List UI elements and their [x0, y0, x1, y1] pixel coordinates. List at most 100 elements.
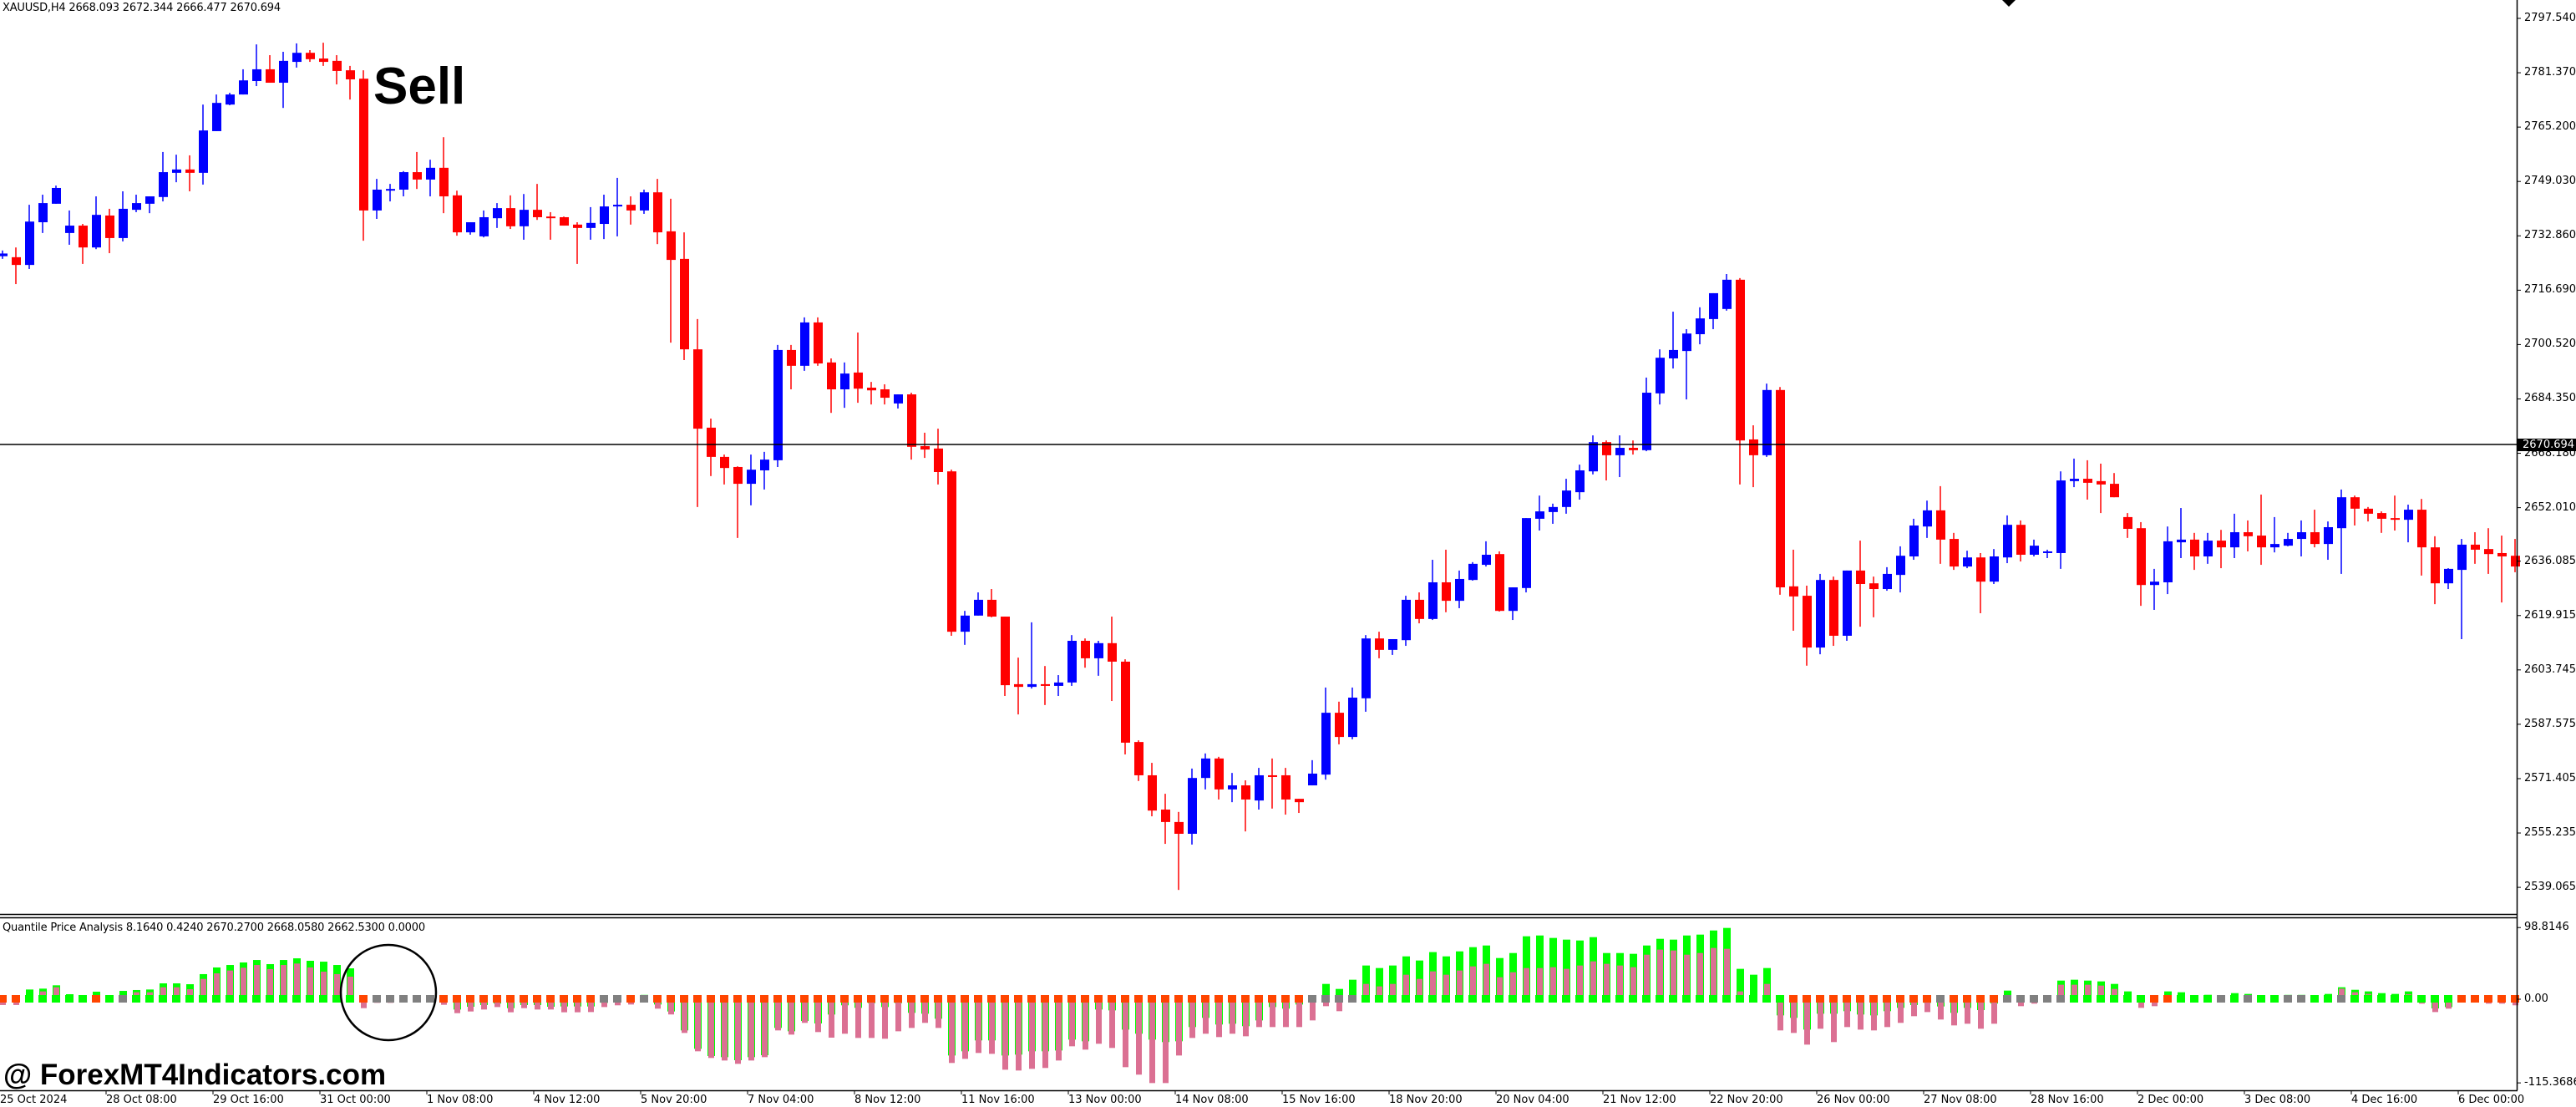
- time-axis-label: 5 Nov 20:00: [641, 1094, 707, 1106]
- candle: [1442, 549, 1451, 612]
- histogram-bar: [132, 989, 140, 1003]
- candle: [1776, 387, 1785, 595]
- candle: [346, 65, 355, 100]
- histogram-bar: [920, 995, 929, 1023]
- time-axis-label: 18 Nov 20:00: [1389, 1094, 1463, 1106]
- histogram-bar: [2471, 995, 2479, 1003]
- candle: [2137, 521, 2146, 607]
- candle: [306, 49, 315, 63]
- time-axis-label: 1 Nov 08:00: [427, 1094, 494, 1106]
- candle: [1428, 560, 1438, 621]
- histogram-bar: [1990, 995, 1998, 1024]
- candle: [1923, 500, 1932, 538]
- histogram-bar: [1656, 938, 1664, 1003]
- candle: [2457, 539, 2467, 639]
- histogram-bar: [119, 991, 127, 1003]
- candle: [292, 43, 302, 68]
- candle: [533, 184, 542, 221]
- candle: [894, 394, 903, 409]
- histogram-bar: [1108, 995, 1116, 1049]
- candle: [1455, 570, 1464, 608]
- time-axis-label: 7 Nov 04:00: [748, 1094, 814, 1106]
- histogram-bar: [1575, 940, 1584, 1003]
- candle: [2217, 530, 2226, 569]
- histogram-bar: [2310, 995, 2319, 1003]
- candle: [2471, 532, 2480, 564]
- histogram-bar: [172, 983, 180, 1003]
- candle: [880, 383, 890, 405]
- histogram-bar: [105, 995, 114, 1003]
- histogram-bar: [2497, 995, 2506, 1004]
- histogram-bar: [827, 995, 835, 1038]
- symbol-title: XAUUSD,H4 2668.093 2672.344 2666.477 267…: [3, 2, 281, 14]
- candle: [1001, 617, 1010, 696]
- time-axis-label: 20 Nov 04:00: [1496, 1094, 1569, 1106]
- histogram-bar: [2043, 995, 2051, 1003]
- candle: [1335, 701, 1344, 744]
- candle: [466, 222, 475, 235]
- histogram-bar: [1909, 995, 1918, 1017]
- candle: [479, 210, 489, 238]
- candle: [1909, 518, 1919, 561]
- time-axis-label: 31 Oct 00:00: [320, 1094, 391, 1106]
- candle: [1201, 753, 1210, 790]
- current-price-tag: 2670.694: [2518, 439, 2576, 451]
- candle: [867, 382, 876, 405]
- histogram-bar: [2377, 993, 2386, 1003]
- candle: [2417, 499, 2426, 576]
- histogram-bar: [1696, 934, 1704, 1003]
- histogram-bar: [1295, 995, 1303, 1028]
- price-axis-label: 2587.575: [2524, 717, 2576, 730]
- candle: [747, 454, 756, 505]
- histogram-bar: [773, 995, 782, 1031]
- candle: [773, 344, 783, 467]
- candle: [1883, 566, 1892, 592]
- histogram-bar: [92, 991, 100, 1003]
- candle: [814, 317, 823, 366]
- histogram-bar: [2217, 995, 2225, 1003]
- indicator-title: Quantile Price Analysis 8.1640 0.4240 26…: [3, 922, 425, 934]
- candle: [613, 177, 622, 236]
- candle: [2337, 489, 2346, 574]
- histogram-bar: [266, 963, 274, 1003]
- histogram-bar: [546, 995, 555, 1010]
- candle: [25, 205, 34, 269]
- histogram-bar: [1468, 947, 1477, 1003]
- candle: [119, 190, 128, 241]
- histogram-bar: [2083, 980, 2092, 1003]
- candle: [733, 466, 743, 538]
- candle: [1362, 635, 1371, 712]
- candle: [920, 432, 930, 459]
- candle: [1829, 576, 1838, 647]
- candle: [2257, 494, 2266, 566]
- candle: [1950, 532, 1959, 571]
- candle: [79, 224, 88, 264]
- histogram-bar: [1642, 945, 1651, 1003]
- time-axis-label: 14 Nov 08:00: [1175, 1094, 1249, 1106]
- histogram-bar: [1535, 935, 1544, 1003]
- histogram-bar: [560, 995, 568, 1013]
- candle: [426, 160, 435, 197]
- candle: [12, 247, 21, 285]
- chart-frame: [0, 0, 2518, 1092]
- candle: [720, 454, 729, 485]
- candle: [212, 94, 221, 131]
- candle: [2150, 568, 2159, 610]
- time-axis-label: 6 Dec 00:00: [2458, 1094, 2525, 1106]
- candle: [2070, 458, 2079, 488]
- histogram-bar: [2284, 994, 2292, 1003]
- candle: [413, 151, 422, 190]
- histogram-bar: [2110, 983, 2118, 1003]
- time-axis-label: 25 Oct 2024: [0, 1094, 68, 1106]
- indicator-panel[interactable]: [0, 927, 2519, 1084]
- histogram-bar: [1388, 965, 1397, 1003]
- price-panel[interactable]: [0, 43, 2520, 891]
- histogram-bar: [1148, 995, 1156, 1084]
- histogram-bar: [439, 995, 448, 1005]
- histogram-bar: [974, 995, 982, 1054]
- histogram-bar: [1001, 995, 1009, 1070]
- histogram-bar: [52, 985, 60, 1003]
- candle: [266, 55, 275, 84]
- candle: [1241, 779, 1250, 832]
